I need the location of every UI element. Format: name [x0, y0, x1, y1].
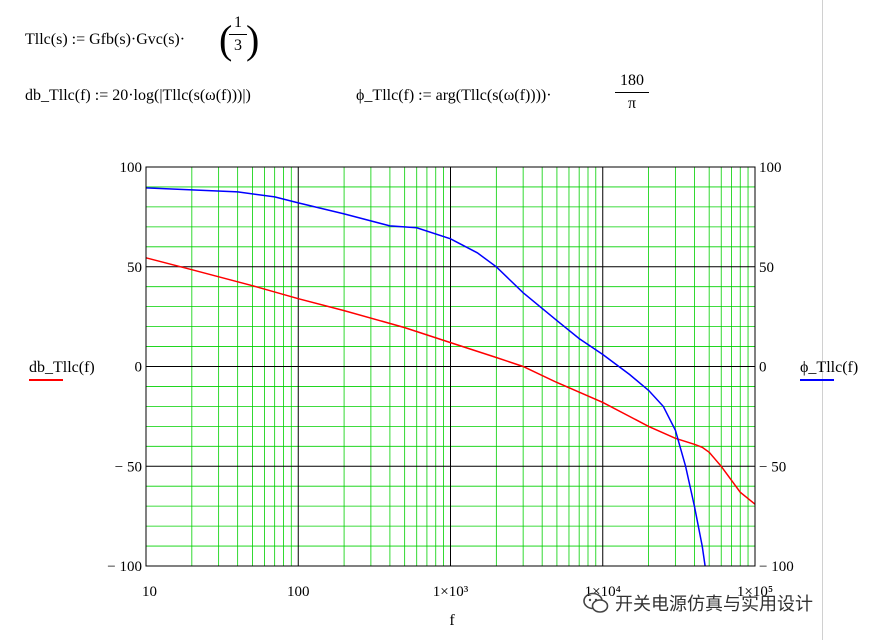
y-left-tick-label: 50 — [127, 260, 142, 276]
y-right-axis-label: ϕ_Tllc(f) — [800, 359, 858, 376]
watermark-text: 开关电源仿真与实用设计 — [615, 594, 813, 615]
formula-tllc-open-paren: ( — [219, 17, 233, 62]
x-tick-label: 10 — [142, 584, 157, 600]
worksheet-right-edge — [822, 0, 823, 640]
y-right-tick-label: − 50 — [759, 459, 786, 475]
formula-phi-frac-num: 180 — [620, 72, 644, 89]
formula-phi-fraction: 180 π — [615, 72, 649, 113]
y-right-tick-label: 0 — [759, 360, 767, 376]
wechat-icon — [583, 592, 609, 613]
series-layer — [145, 187, 756, 567]
formula-phi-lhs: ϕ_Tllc(f) — [356, 87, 415, 104]
y-right-tick-label: − 100 — [759, 559, 794, 575]
y-left-tick-label: 100 — [120, 160, 143, 176]
formula-phi-frac-den: π — [627, 95, 637, 112]
series-line-db — [145, 257, 756, 505]
formula-db-rhs: 20·log(|Tllc(s(ω(f)))|) — [112, 87, 251, 104]
formula-db-lhs: db_Tllc(f) — [25, 87, 91, 104]
x-tick-label: 1×10³ — [433, 584, 469, 600]
formula-tllc: Tllc(s) := Gfb(s)·Gvc(s)· — [25, 31, 185, 49]
formula-tllc-rhs: Gfb(s)·Gvc(s)· — [89, 31, 186, 48]
y-right-tick-label: 50 — [759, 260, 774, 276]
y-left-tick-label: − 50 — [115, 459, 142, 475]
formula-db-tllc: db_Tllc(f) := 20·log(|Tllc(s(ω(f)))|) — [25, 87, 251, 105]
formula-phi-frac-bar — [615, 92, 649, 93]
formula-tllc-frac-den: 3 — [234, 37, 242, 54]
formula-tllc-frac-bar — [229, 34, 247, 35]
x-tick-label: 100 — [287, 584, 310, 600]
axis-labels: f db_Tllc(f) ϕ_Tllc(f) — [29, 359, 858, 629]
x-axis-label: f — [449, 612, 455, 629]
formula-phi-rhs: arg(Tllc(s(ω(f))))· — [435, 87, 552, 104]
formula-phi-assign: := — [418, 87, 432, 104]
formula-tllc-frac-num: 1 — [234, 14, 242, 31]
formula-tllc-fraction: 1 3 — [229, 14, 247, 55]
y-left-tick-label: − 100 — [107, 559, 142, 575]
formula-tllc-lhs: Tllc(s) — [25, 31, 68, 48]
y-left-tick-label: 0 — [135, 360, 143, 376]
x-tick-label: 1×10⁵ — [737, 584, 773, 600]
formula-db-assign: := — [94, 87, 109, 104]
formula-tllc-assign: := — [71, 31, 86, 48]
watermark: 开关电源仿真与实用设计 — [583, 589, 813, 617]
series-line-phase — [145, 187, 706, 567]
y-left-axis-label: db_Tllc(f) — [29, 359, 95, 376]
formula-phi-tllc: ϕ_Tllc(f) := arg(Tllc(s(ω(f))))· — [356, 87, 552, 105]
y-right-tick-label: 100 — [759, 160, 782, 176]
plot-frame — [145, 166, 756, 567]
formula-tllc-close-paren: ) — [246, 17, 260, 62]
x-tick-label: 1×10⁴ — [585, 584, 621, 600]
